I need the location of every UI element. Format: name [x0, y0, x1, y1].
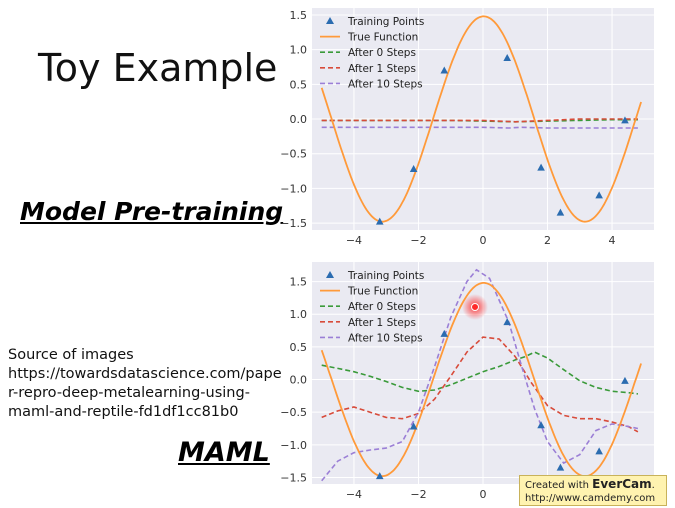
slide-title: Toy Example	[38, 46, 278, 90]
y-tick-label: 0.0	[290, 113, 308, 126]
y-tick-label: 1.5	[290, 276, 308, 289]
legend-label: After 10 Steps	[348, 332, 423, 344]
y-tick-label: −1.5	[280, 217, 307, 230]
y-tick-label: −0.5	[280, 406, 307, 419]
legend-label: After 0 Steps	[348, 301, 416, 313]
legend-marker-training-points	[326, 17, 334, 24]
x-tick-label: −4	[346, 234, 362, 247]
training-point	[556, 463, 565, 471]
chart-maml: −4−2024−1.5−1.0−0.50.00.51.01.5Training …	[280, 262, 654, 501]
training-point	[440, 66, 449, 74]
legend: Training Points True Function After 0 Step…	[320, 270, 424, 344]
legend-label: After 1 Steps	[348, 317, 416, 329]
y-tick-label: 1.0	[290, 44, 308, 57]
training-point	[503, 53, 511, 61]
training-point	[595, 447, 603, 455]
series-line-after-1-steps	[321, 118, 638, 123]
training-point	[556, 208, 565, 216]
legend-marker-training-points	[326, 271, 334, 278]
chart-pretraining: −4 −2 0 2 4 −1.5 −1.0 −0.5 0.0 0.5 1.0 1.5 Training …	[280, 8, 654, 247]
y-tick-label: 1.5	[290, 9, 308, 22]
training-point	[537, 163, 545, 171]
training-point	[409, 164, 418, 172]
source-line: Source of images	[8, 347, 134, 363]
training-point	[621, 376, 629, 384]
y-tick-label: −1.0	[280, 182, 307, 195]
x-tick-label: 0	[480, 488, 487, 501]
label-maml: MAML	[178, 437, 270, 468]
y-tick-label: 1.0	[290, 308, 308, 321]
evercam-watermark: Created with EverCam. http://www.camdemy…	[519, 475, 667, 506]
watermark-prefix: Created with	[525, 480, 593, 491]
series-line-after-10-steps	[321, 268, 639, 482]
watermark-url[interactable]: http://www.camdemy.com	[525, 493, 656, 504]
legend-label: Training Points	[347, 270, 424, 282]
legend-label: True Function	[347, 32, 418, 44]
y-tick-label: −0.5	[280, 148, 307, 161]
x-tick-label: 2	[544, 234, 551, 247]
y-tick-label: −1.5	[280, 471, 307, 484]
x-tick-label: −2	[410, 234, 426, 247]
legend-label: True Function	[347, 286, 418, 298]
x-tick-label: −2	[410, 488, 426, 501]
x-tick-label: −4	[346, 488, 362, 501]
watermark-brand: EverCam	[592, 477, 652, 491]
x-tick-label: 4	[609, 234, 616, 247]
training-point	[375, 217, 384, 225]
watermark-suffix: .	[651, 480, 655, 491]
legend-label: After 10 Steps	[348, 78, 423, 90]
label-model-pretraining: Model Pre-training	[20, 197, 284, 226]
training-point	[537, 421, 545, 429]
training-point	[440, 329, 449, 337]
cursor-dot	[471, 303, 479, 311]
source-note: Source of images https://towardsdatascie…	[8, 346, 293, 422]
legend-label: After 1 Steps	[348, 63, 416, 75]
training-point	[621, 116, 629, 124]
x-tick-label: 0	[480, 234, 487, 247]
training-point	[375, 472, 384, 480]
series-line-after-10-steps	[321, 126, 638, 129]
y-tick-label: 0.5	[290, 341, 308, 354]
training-point	[503, 318, 511, 326]
watermark-line1: Created with EverCam.	[525, 478, 661, 492]
legend: Training Points True Function After 0 Step…	[320, 16, 424, 90]
source-url-line[interactable]: r-repro-deep-metalearning-using-	[8, 385, 250, 401]
legend-label: After 0 Steps	[348, 47, 416, 59]
legend-label: Training Points	[347, 16, 424, 28]
true-function-line	[320, 15, 642, 223]
source-url-line[interactable]: https://towardsdatascience.com/pape	[8, 366, 282, 382]
series-line-after-1-steps	[321, 336, 639, 433]
training-point	[409, 422, 418, 430]
training-point	[595, 191, 603, 199]
y-tick-label: 0.5	[290, 78, 308, 91]
source-url-line[interactable]: maml-and-reptile-fd1df1cc81b0	[8, 404, 239, 420]
y-tick-label: −1.0	[280, 439, 307, 452]
series-line-after-0-steps	[321, 351, 639, 395]
plot-content	[320, 15, 642, 225]
y-tick-label: 0.0	[290, 374, 308, 387]
